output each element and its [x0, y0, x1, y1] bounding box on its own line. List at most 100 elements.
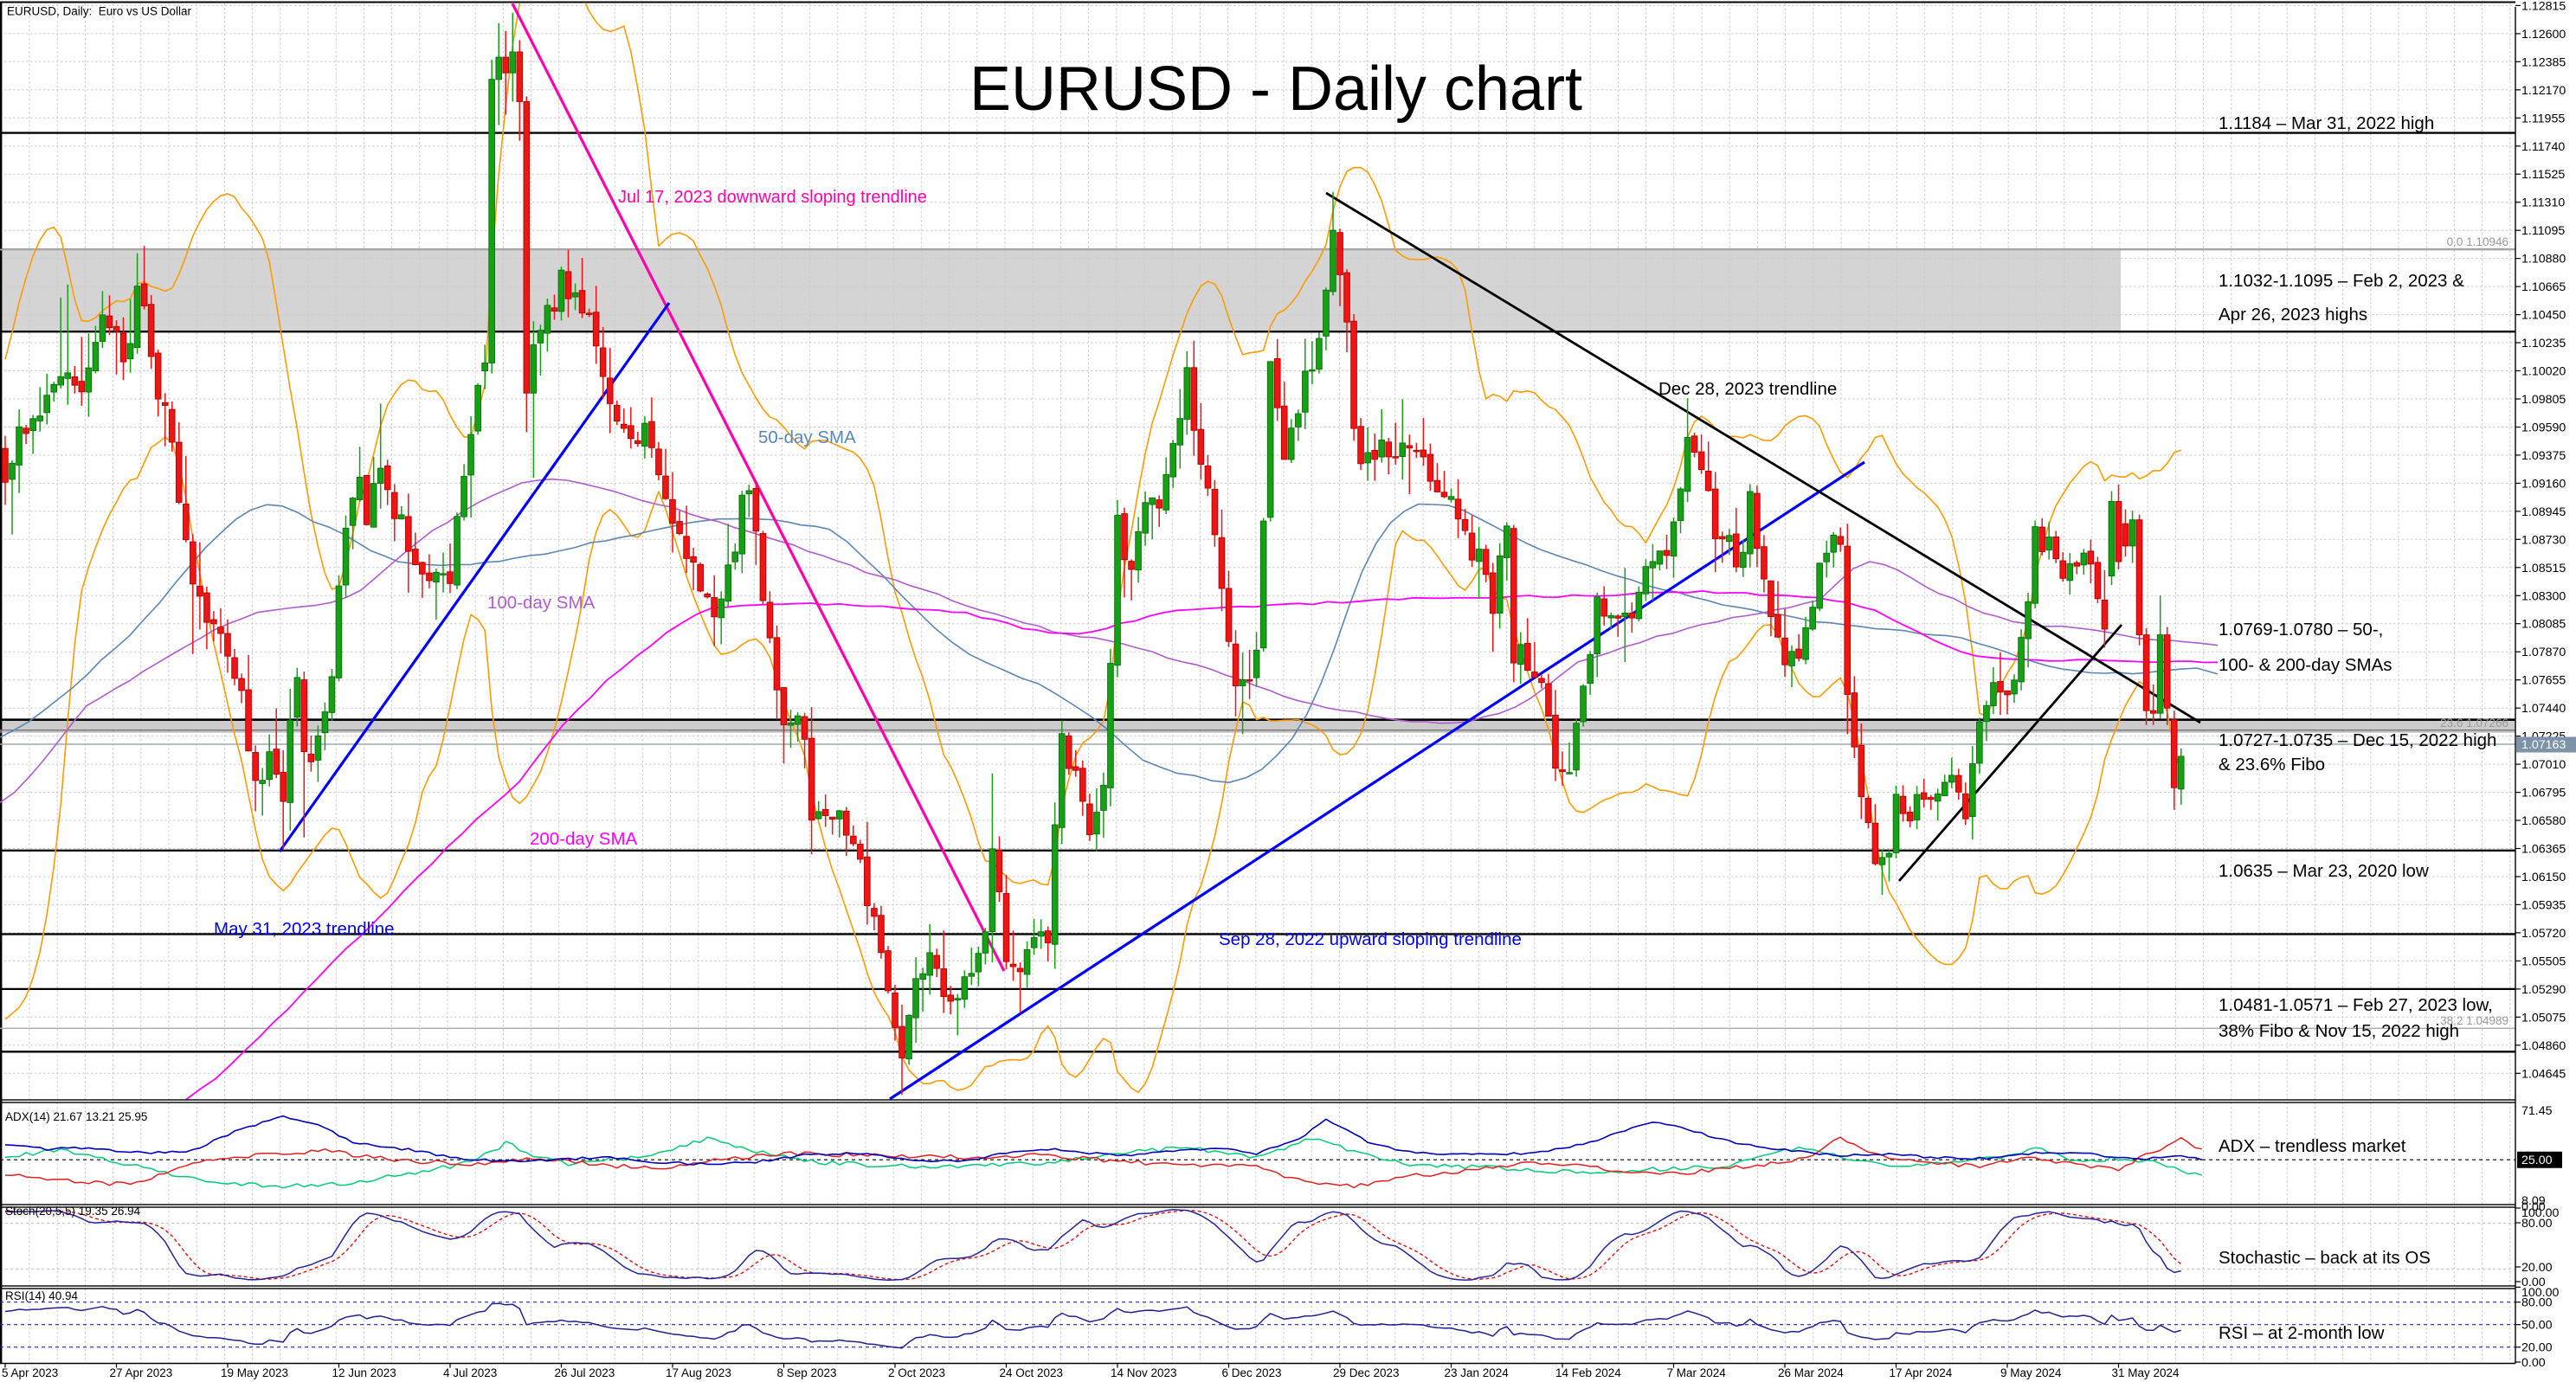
svg-text:100- & 200-day SMAs: 100- & 200-day SMAs	[2219, 655, 2392, 675]
svg-text:Jul 17, 2023 downward sloping: Jul 17, 2023 downward sloping trendline	[618, 188, 927, 207]
svg-text:1.09375: 1.09375	[2521, 449, 2566, 463]
svg-text:1.06580: 1.06580	[2521, 814, 2566, 828]
svg-text:31 May 2024: 31 May 2024	[2112, 1366, 2180, 1379]
svg-text:Apr 26, 2023 highs: Apr 26, 2023 highs	[2219, 305, 2367, 325]
svg-text:1.11525: 1.11525	[2521, 168, 2565, 182]
svg-text:EURUSD - Daily chart: EURUSD - Daily chart	[969, 55, 1582, 124]
svg-text:0.0 1.10946: 0.0 1.10946	[2447, 235, 2508, 248]
svg-text:1.07010: 1.07010	[2521, 758, 2566, 772]
svg-text:17 Apr 2024: 17 Apr 2024	[1890, 1366, 1953, 1379]
svg-text:& 23.6% Fibo: & 23.6% Fibo	[2219, 755, 2325, 775]
svg-text:1.0481-1.0571 – Feb 27, 2023 l: 1.0481-1.0571 – Feb 27, 2023 low,	[2219, 995, 2493, 1015]
svg-text:4 Jul 2023: 4 Jul 2023	[443, 1366, 497, 1379]
svg-text:5 Apr 2023: 5 Apr 2023	[2, 1366, 58, 1379]
svg-text:1.04860: 1.04860	[2521, 1039, 2566, 1053]
svg-text:ADX(14) 21.67 13.21 25.95: ADX(14) 21.67 13.21 25.95	[5, 1110, 147, 1123]
svg-text:1.10020: 1.10020	[2521, 365, 2566, 379]
svg-text:27 Apr 2023: 27 Apr 2023	[110, 1366, 173, 1379]
svg-text:1.06365: 1.06365	[2521, 843, 2566, 857]
svg-text:1.10450: 1.10450	[2521, 309, 2566, 323]
svg-text:14 Nov 2023: 14 Nov 2023	[1111, 1366, 1177, 1379]
svg-text:1.04645: 1.04645	[2521, 1067, 2566, 1081]
svg-text:1.08515: 1.08515	[2521, 562, 2566, 575]
svg-text:1.08085: 1.08085	[2521, 618, 2566, 632]
svg-text:2 Oct 2023: 2 Oct 2023	[888, 1366, 945, 1379]
svg-text:50-day SMA: 50-day SMA	[758, 427, 856, 447]
svg-text:8.09: 8.09	[2521, 1194, 2546, 1208]
svg-text:1.11095: 1.11095	[2521, 224, 2565, 238]
svg-text:1.07870: 1.07870	[2521, 646, 2566, 659]
svg-text:100.00: 100.00	[2521, 1206, 2560, 1220]
svg-text:0.00: 0.00	[2521, 1200, 2546, 1214]
svg-text:14 Feb 2024: 14 Feb 2024	[1555, 1366, 1621, 1379]
svg-text:1.07655: 1.07655	[2521, 674, 2566, 688]
svg-text:1.05505: 1.05505	[2521, 955, 2566, 968]
svg-text:25.00: 25.00	[2521, 1154, 2553, 1167]
svg-text:1.07440: 1.07440	[2521, 702, 2566, 716]
svg-text:71.45: 71.45	[2521, 1104, 2553, 1118]
svg-text:20.00: 20.00	[2521, 1341, 2553, 1355]
svg-text:38.2 1.04989: 38.2 1.04989	[2440, 1014, 2508, 1027]
svg-text:1.06150: 1.06150	[2521, 871, 2566, 884]
svg-text:1.05075: 1.05075	[2521, 1011, 2566, 1025]
svg-text:1.07163: 1.07163	[2521, 738, 2566, 752]
svg-text:Stoch(20,5,5) 19.35 26.94: Stoch(20,5,5) 19.35 26.94	[5, 1205, 141, 1218]
svg-text:ADX – trendless market: ADX – trendless market	[2219, 1136, 2406, 1156]
svg-text:26 Mar 2024: 26 Mar 2024	[1778, 1366, 1844, 1379]
svg-text:80.00: 80.00	[2521, 1296, 2553, 1310]
svg-text:1.11740: 1.11740	[2521, 140, 2565, 154]
svg-text:EURUSD, Daily: Euro vs US Dol: EURUSD, Daily: Euro vs US Dollar	[7, 5, 192, 18]
svg-text:0.00: 0.00	[2521, 1356, 2546, 1370]
svg-text:1.09160: 1.09160	[2521, 477, 2566, 491]
svg-text:1.0769-1.0780 – 50-,: 1.0769-1.0780 – 50-,	[2219, 620, 2383, 640]
svg-text:1.08945: 1.08945	[2521, 505, 2566, 519]
svg-text:7 Mar 2024: 7 Mar 2024	[1667, 1366, 1727, 1379]
svg-text:1.10665: 1.10665	[2521, 280, 2566, 294]
svg-text:1.12600: 1.12600	[2521, 28, 2566, 42]
svg-text:1.1032-1.1095 – Feb 2, 2023 &: 1.1032-1.1095 – Feb 2, 2023 &	[2219, 271, 2464, 291]
svg-text:80.00: 80.00	[2521, 1217, 2553, 1231]
svg-text:1.08300: 1.08300	[2521, 589, 2566, 603]
svg-text:RSI – at 2-month low: RSI – at 2-month low	[2219, 1323, 2385, 1343]
svg-text:1.05720: 1.05720	[2521, 927, 2566, 941]
svg-text:Dec 28, 2023 trendline: Dec 28, 2023 trendline	[1658, 379, 1837, 399]
svg-text:1.05935: 1.05935	[2521, 898, 2566, 912]
svg-text:200-day SMA: 200-day SMA	[530, 829, 638, 849]
svg-text:1.11955: 1.11955	[2521, 112, 2565, 125]
svg-text:50.00: 50.00	[2521, 1319, 2553, 1333]
svg-text:26 Jul 2023: 26 Jul 2023	[555, 1366, 615, 1379]
svg-text:29 Dec 2023: 29 Dec 2023	[1333, 1366, 1400, 1379]
svg-text:May 31, 2023 trendline: May 31, 2023 trendline	[214, 919, 395, 939]
svg-text:0.00: 0.00	[2521, 1276, 2546, 1289]
svg-text:1.0727-1.0735 – Dec 15, 2022 h: 1.0727-1.0735 – Dec 15, 2022 high	[2219, 730, 2496, 750]
svg-text:19 May 2023: 19 May 2023	[221, 1366, 288, 1379]
svg-text:Stochastic – back at its OS: Stochastic – back at its OS	[2219, 1248, 2431, 1268]
svg-text:9 May 2024: 9 May 2024	[2000, 1366, 2062, 1379]
svg-text:1.12170: 1.12170	[2521, 84, 2566, 98]
svg-text:1.11310: 1.11310	[2521, 196, 2565, 210]
svg-text:1.10880: 1.10880	[2521, 253, 2566, 267]
svg-text:100.00: 100.00	[2521, 1286, 2560, 1300]
svg-text:8 Sep 2023: 8 Sep 2023	[777, 1366, 837, 1379]
svg-text:RSI(14) 40.94: RSI(14) 40.94	[5, 1289, 79, 1302]
svg-text:23.6 1.07266: 23.6 1.07266	[2440, 717, 2508, 730]
svg-text:1.06795: 1.06795	[2521, 787, 2566, 800]
svg-text:100-day SMA: 100-day SMA	[487, 593, 596, 613]
svg-text:38% Fibo & Nov 15, 2022 high: 38% Fibo & Nov 15, 2022 high	[2219, 1021, 2459, 1041]
svg-text:1.10235: 1.10235	[2521, 337, 2566, 350]
svg-text:1.12815: 1.12815	[2521, 0, 2566, 13]
svg-text:1.09805: 1.09805	[2521, 393, 2566, 407]
svg-text:1.05290: 1.05290	[2521, 983, 2566, 997]
svg-text:1.1184 – Mar 31, 2022 high: 1.1184 – Mar 31, 2022 high	[2219, 113, 2434, 133]
svg-text:20.00: 20.00	[2521, 1261, 2553, 1275]
svg-text:6 Dec 2023: 6 Dec 2023	[1222, 1366, 1282, 1379]
svg-text:1.12385: 1.12385	[2521, 55, 2566, 69]
svg-text:1.09590: 1.09590	[2521, 421, 2566, 435]
svg-text:1.0635 – Mar 23, 2020 low: 1.0635 – Mar 23, 2020 low	[2219, 861, 2429, 881]
svg-text:24 Oct 2023: 24 Oct 2023	[1000, 1366, 1064, 1379]
svg-text:12 Jun 2023: 12 Jun 2023	[332, 1366, 396, 1379]
svg-text:Sep 28, 2022 upward sloping tr: Sep 28, 2022 upward sloping trendline	[1219, 929, 1522, 949]
svg-text:23 Jan 2024: 23 Jan 2024	[1445, 1366, 1510, 1379]
svg-text:1.08730: 1.08730	[2521, 533, 2566, 547]
svg-text:17 Aug 2023: 17 Aug 2023	[666, 1366, 731, 1379]
